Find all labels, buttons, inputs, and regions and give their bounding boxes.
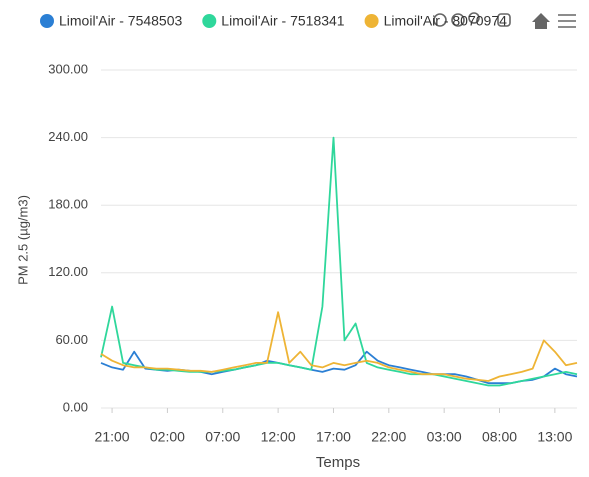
x-tick-label: 22:00 [371,429,406,445]
series-line [100,136,578,387]
x-axis-label: Temps [316,454,360,471]
x-tick-label: 02:00 [150,429,185,445]
toolbar[interactable] [433,12,576,29]
x-tick-label: 17:00 [316,429,351,445]
menu[interactable] [558,14,576,28]
legend-item[interactable]: Limoil'Air - 7518341 [202,13,345,29]
y-tick-label: 60.00 [55,332,88,347]
zoom-out[interactable] [451,13,465,27]
x-tick-label: 08:00 [482,429,517,445]
legend-label: Limoil'Air - 7518341 [221,13,345,29]
y-tick-label: 300.00 [48,61,88,76]
series-line [100,350,578,385]
series-line [100,311,578,382]
y-axis-label: PM 2.5 (µg/m3) [15,195,30,285]
y-tick-label: 120.00 [48,264,88,279]
legend-marker [364,14,379,28]
x-tick-label: 07:00 [205,429,240,445]
legend-item[interactable]: Limoil'Air - 8070974 [364,13,508,29]
legend-item[interactable]: Limoil'Air - 7548503 [40,13,183,29]
zoom-select[interactable] [468,12,480,24]
legend-marker [40,14,54,28]
legend-label: Limoil'Air - 7548503 [59,13,183,29]
x-tick-label: 21:00 [95,429,130,445]
y-tick-label: 180.00 [48,197,88,212]
y-tick-label: 240.00 [48,129,88,144]
zoom-in[interactable] [433,13,447,27]
x-tick-label: 12:00 [261,429,296,445]
y-tick-label: 0.00 [63,399,88,414]
reset[interactable] [532,13,550,29]
x-tick-label: 13:00 [537,429,572,445]
legend-label: Limoil'Air - 8070974 [384,13,508,29]
x-tick-label: 03:00 [427,429,462,445]
pan[interactable] [497,13,511,27]
legend-marker [202,14,217,28]
